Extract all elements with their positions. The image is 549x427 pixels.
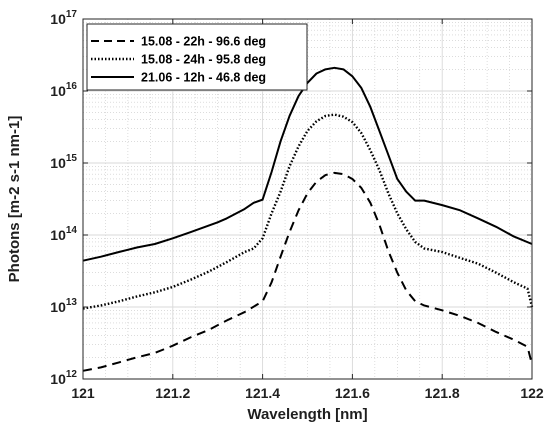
ticks: [82, 18, 533, 380]
tick-labels: 121 121.2 121.4 121.6 121.8 122 1012 1013 1014 10…: [50, 9, 544, 401]
legend-label-3: 21.06 - 12h - 46.8 deg: [141, 71, 266, 85]
y-tick-label: 1015: [50, 153, 77, 171]
legend-box: [86, 23, 308, 91]
y-tick-label: 1013: [50, 297, 77, 315]
x-tick-label: 121: [71, 385, 95, 401]
x-tick-label: 121.2: [155, 385, 190, 401]
legend: 15.08 - 22h - 96.6 deg 15.08 - 24h - 95.…: [86, 23, 308, 91]
x-tick-label: 121.8: [425, 385, 460, 401]
x-tick-label: 121.6: [335, 385, 370, 401]
legend-label-1: 15.08 - 22h - 96.6 deg: [141, 35, 266, 49]
x-tick-label: 122: [520, 385, 544, 401]
series-line-2: [82, 113, 534, 310]
y-tick-label: 1016: [50, 81, 77, 99]
series-line-3: [82, 66, 533, 262]
legend-label-2: 15.08 - 24h - 95.8 deg: [141, 53, 266, 67]
y-tick-label: 1012: [50, 369, 77, 387]
series-group: [82, 66, 534, 372]
plot-frame: [82, 18, 533, 380]
series-line-1: [82, 171, 533, 372]
x-tick-label: 121.4: [245, 385, 280, 401]
y-tick-label: 1014: [50, 225, 77, 243]
y-tick-label: 1017: [50, 9, 77, 27]
y-axis-title: Photons [m-2 s-1 nm-1]: [6, 116, 23, 283]
x-axis-title: Wavelength [nm]: [247, 406, 367, 423]
